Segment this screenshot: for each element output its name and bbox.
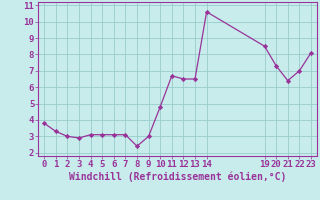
X-axis label: Windchill (Refroidissement éolien,°C): Windchill (Refroidissement éolien,°C) — [69, 172, 286, 182]
